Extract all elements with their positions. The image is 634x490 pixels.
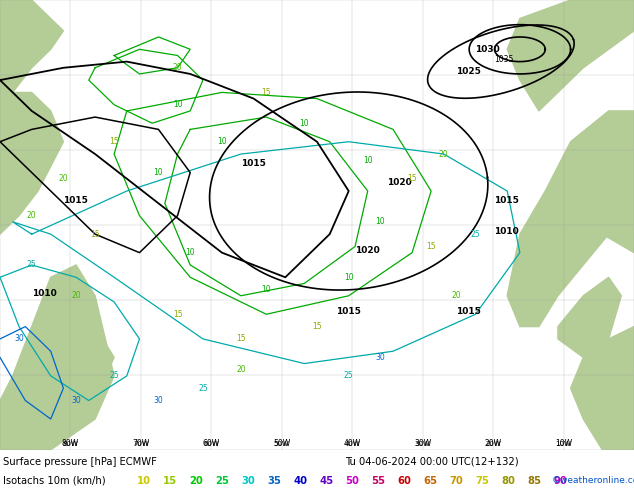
Text: 10: 10 [299, 119, 309, 128]
Text: 20: 20 [71, 291, 81, 300]
Text: 20W: 20W [485, 441, 501, 447]
Polygon shape [571, 326, 634, 450]
Text: 55: 55 [371, 476, 385, 486]
Text: 10: 10 [344, 273, 354, 282]
Text: 30: 30 [14, 334, 24, 343]
Text: 10: 10 [363, 156, 373, 165]
Text: 10: 10 [137, 476, 151, 486]
Text: 60W: 60W [204, 441, 219, 447]
Text: 30: 30 [153, 396, 164, 405]
Text: 35: 35 [267, 476, 281, 486]
Text: 15: 15 [172, 310, 183, 319]
Text: 90: 90 [553, 476, 567, 486]
Text: 80W: 80W [62, 439, 79, 448]
Polygon shape [507, 0, 634, 111]
Text: 20: 20 [236, 365, 246, 374]
Text: 20: 20 [27, 211, 37, 220]
Text: 60W: 60W [203, 439, 220, 448]
Text: 25: 25 [109, 371, 119, 380]
Polygon shape [0, 0, 63, 111]
Text: 25: 25 [215, 476, 229, 486]
Text: 20: 20 [451, 291, 462, 300]
Text: 40W: 40W [344, 441, 360, 447]
Text: 15: 15 [426, 242, 436, 251]
Text: 15: 15 [407, 174, 417, 183]
Text: 1025: 1025 [456, 67, 481, 76]
Text: 70W: 70W [133, 441, 149, 447]
Text: 1030: 1030 [476, 46, 500, 54]
Text: 75: 75 [475, 476, 489, 486]
Text: 15: 15 [163, 476, 177, 486]
Text: 15: 15 [236, 334, 246, 343]
Text: 10: 10 [185, 248, 195, 257]
Text: 1020: 1020 [355, 245, 380, 255]
Text: 20: 20 [58, 174, 68, 183]
Polygon shape [558, 277, 621, 357]
Text: 15: 15 [312, 322, 322, 331]
Text: 20W: 20W [484, 439, 501, 448]
Text: 20: 20 [439, 149, 449, 159]
Text: 40: 40 [293, 476, 307, 486]
Text: 50W: 50W [273, 439, 290, 448]
Text: 1010: 1010 [32, 289, 56, 298]
Text: 1015: 1015 [241, 159, 266, 169]
Text: 25: 25 [27, 261, 37, 270]
Text: 10W: 10W [555, 439, 572, 448]
Polygon shape [0, 265, 114, 450]
Text: 25: 25 [470, 230, 481, 239]
Text: 30: 30 [71, 396, 81, 405]
Text: 50W: 50W [274, 441, 290, 447]
Text: ©weatheronline.co.uk: ©weatheronline.co.uk [552, 476, 634, 486]
Text: 30W: 30W [414, 439, 431, 448]
Text: 70: 70 [449, 476, 463, 486]
Text: 1015: 1015 [495, 196, 519, 205]
Text: 80W: 80W [63, 441, 79, 447]
Text: 10: 10 [375, 218, 385, 226]
Text: Tu 04-06-2024 00:00 UTC(12+132): Tu 04-06-2024 00:00 UTC(12+132) [345, 457, 519, 467]
Text: 1010: 1010 [495, 227, 519, 236]
Text: 10: 10 [261, 285, 271, 294]
Text: 65: 65 [423, 476, 437, 486]
Text: 45: 45 [319, 476, 333, 486]
Text: 20: 20 [172, 63, 183, 73]
Text: 15: 15 [90, 230, 100, 239]
Text: Isotachs 10m (km/h): Isotachs 10m (km/h) [3, 476, 106, 486]
Text: 1015: 1015 [63, 196, 88, 205]
Text: 40W: 40W [344, 439, 361, 448]
Text: 1020: 1020 [387, 178, 411, 187]
Text: 10: 10 [172, 100, 183, 109]
Text: 1015: 1015 [336, 307, 361, 316]
Text: 25: 25 [344, 371, 354, 380]
Text: 10W: 10W [555, 441, 571, 447]
Text: 1035: 1035 [495, 54, 514, 64]
Text: 10: 10 [217, 137, 227, 146]
Text: 15: 15 [261, 88, 271, 97]
Polygon shape [558, 191, 634, 253]
Text: 10: 10 [153, 168, 164, 177]
Text: 25: 25 [198, 384, 208, 392]
Text: 1015: 1015 [456, 307, 481, 316]
Polygon shape [0, 93, 63, 234]
Text: 60: 60 [397, 476, 411, 486]
Text: 70W: 70W [133, 439, 150, 448]
Text: Surface pressure [hPa] ECMWF: Surface pressure [hPa] ECMWF [3, 457, 157, 467]
Text: 30W: 30W [415, 441, 430, 447]
Text: 85: 85 [527, 476, 541, 486]
Text: 80: 80 [501, 476, 515, 486]
Text: 30: 30 [241, 476, 255, 486]
Polygon shape [0, 326, 114, 450]
Text: 50: 50 [345, 476, 359, 486]
Text: 20: 20 [189, 476, 203, 486]
Text: 30: 30 [375, 353, 385, 362]
Polygon shape [507, 111, 634, 326]
Text: 15: 15 [109, 137, 119, 146]
